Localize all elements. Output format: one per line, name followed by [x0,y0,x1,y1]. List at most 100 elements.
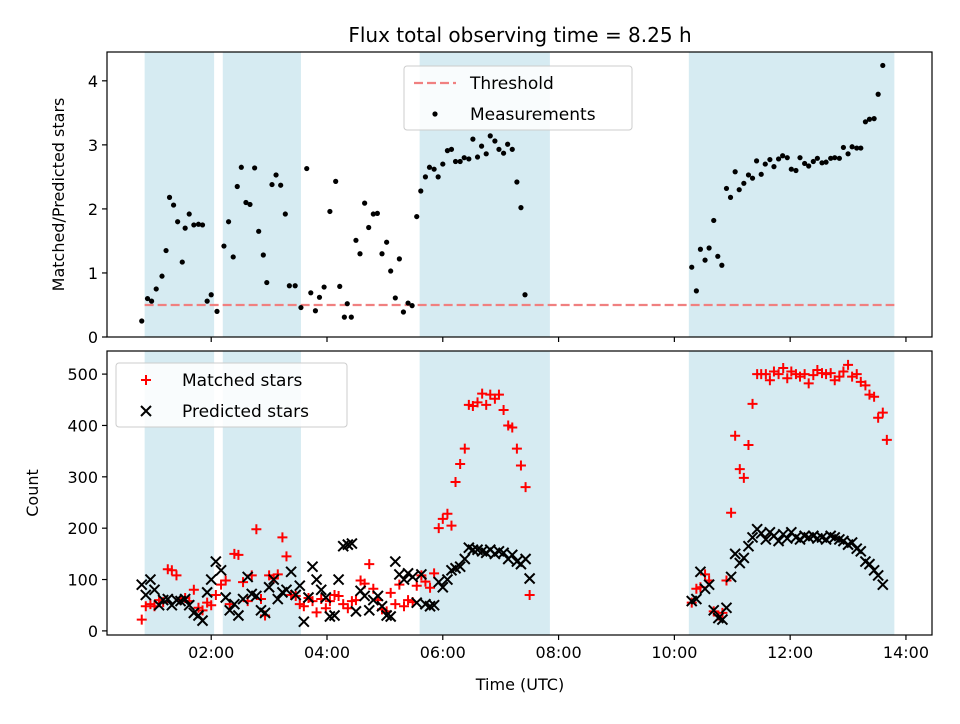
data-point [179,593,191,605]
y-tick-label: 0 [88,328,98,347]
y-tick-label: 3 [88,136,98,155]
data-point [478,143,485,149]
data-point [148,584,161,596]
data-point [690,593,703,605]
data-point [399,601,409,612]
data-point [182,225,188,231]
data-point [298,304,304,311]
data-point [845,151,851,157]
y-tick-label: 100 [67,571,98,590]
data-point [302,591,315,604]
data-point [260,252,266,258]
data-point [425,582,436,593]
data-point [523,572,536,585]
legend-measurements-swatch [432,111,438,117]
data-point [719,262,725,268]
data-point [344,301,350,307]
data-point [808,370,819,381]
data-point [448,146,455,152]
data-point [183,599,195,611]
data-point [836,155,842,161]
observing-window-0 [144,52,215,337]
data-point [803,378,814,389]
data-point [743,439,754,450]
data-point [264,279,270,286]
x-tick-label: 14:00 [883,643,929,662]
data-point [196,614,209,627]
data-point [515,460,526,471]
data-point [726,507,737,518]
data-point [760,533,772,546]
data-point [860,380,871,391]
data-point [799,369,810,380]
data-point [858,145,864,151]
y-tick-label: 400 [67,416,98,435]
data-point [201,586,213,599]
observing-window-3 [688,52,895,337]
data-point [723,185,730,192]
data-point [444,148,451,154]
data-point [775,156,782,162]
data-point [208,292,214,298]
data-point [256,228,262,234]
data-point [715,253,721,259]
data-point [328,609,341,622]
data-point [771,164,777,170]
y-tick-label: 200 [67,519,98,538]
data-point [509,146,515,152]
data-point [205,573,217,586]
data-point [294,579,306,592]
data-point [843,359,854,370]
data-point [873,412,884,423]
data-point [782,373,793,384]
data-point [851,369,862,380]
y-axis-label: Count [23,469,42,517]
data-point [376,600,388,612]
data-point [277,532,288,543]
data-point [788,166,794,172]
data-point [346,537,358,550]
plot-area [136,359,892,628]
data-point [333,590,344,601]
data-point [736,187,742,193]
data-point [753,158,760,164]
y-tick-label: 2 [88,200,98,219]
data-point [746,531,759,544]
data-point [312,308,319,314]
data-point [446,520,457,531]
data-point [518,205,524,211]
data-point [321,284,327,290]
data-point [772,535,785,547]
data-point [441,573,454,586]
data-point [263,581,275,593]
data-point [385,587,396,598]
data-point [440,161,446,167]
data-point [474,154,481,160]
data-point [333,178,339,184]
data-point [252,165,258,171]
data-point [136,578,148,591]
data-point [372,590,384,602]
data-point [466,156,472,162]
data-point [496,146,502,152]
data-point [175,219,181,225]
data-point [388,268,394,274]
data-point [838,366,849,377]
data-point [363,604,375,617]
data-point [406,571,419,583]
series-measurements [139,62,886,324]
data-point [370,211,376,217]
data-point [459,443,470,454]
data-point [341,314,347,320]
data-point [278,182,284,188]
data-point [437,581,449,593]
data-point [228,598,241,610]
data-point [806,163,812,169]
data-point [706,245,712,251]
data-point [414,213,420,220]
y-axis-label: Matched/Predicted stars [49,98,68,292]
data-point [204,298,210,304]
data-point [290,589,302,601]
legend-predicted-swatch [140,405,152,417]
data-point [247,201,253,208]
